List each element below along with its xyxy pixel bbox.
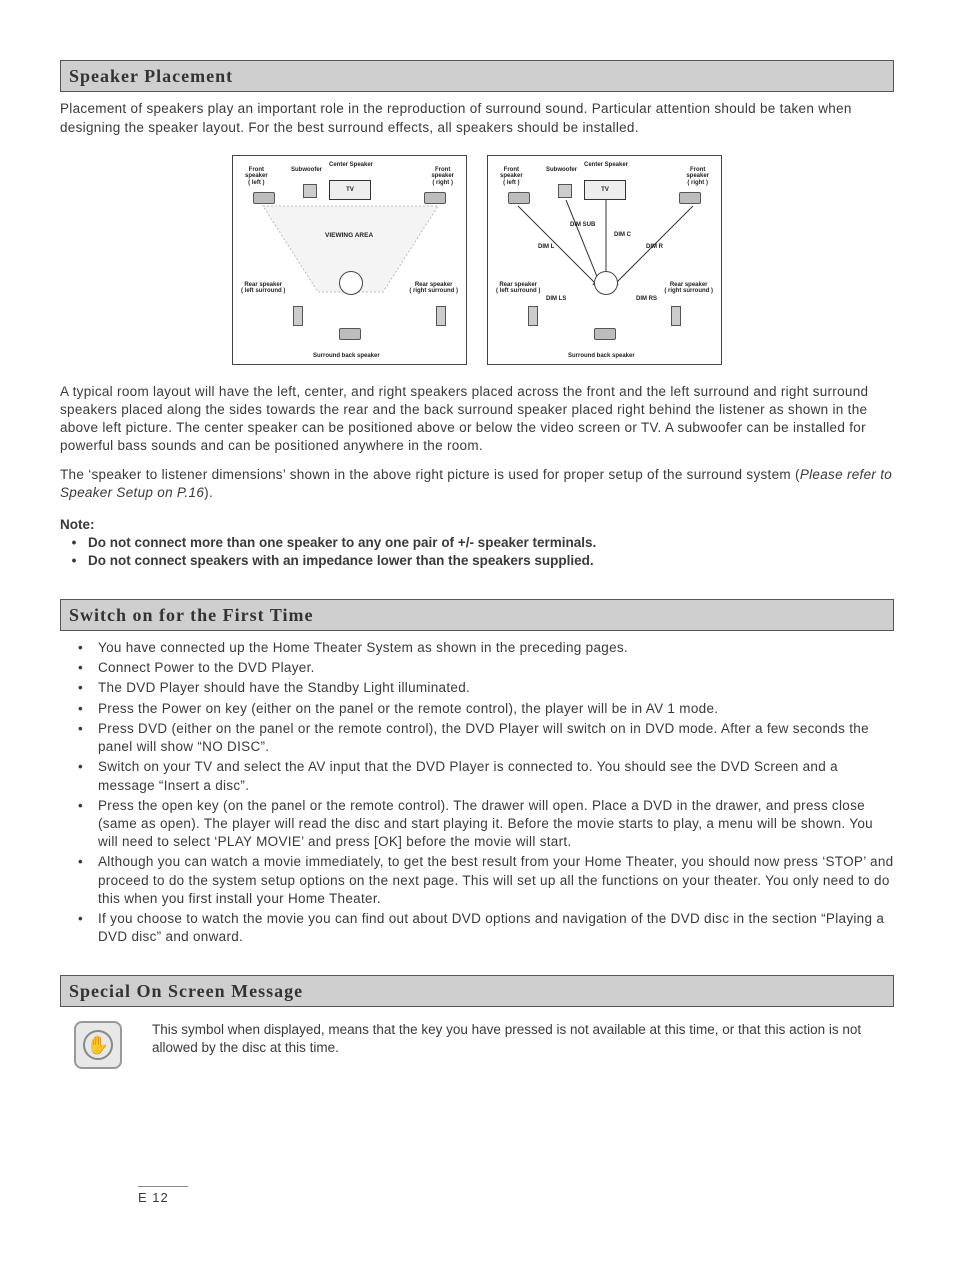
rear-right-speaker-icon xyxy=(436,306,446,326)
label-dim-sub: DIM SUB xyxy=(570,222,595,229)
list-item: Connect Power to the DVD Player. xyxy=(60,659,894,677)
label-rear-right: Rear speaker ( right surround ) xyxy=(409,282,458,295)
list-item: Switch on your TV and select the AV inpu… xyxy=(60,758,894,794)
list-item: If you choose to watch the movie you can… xyxy=(60,910,894,946)
tv-icon: TV xyxy=(329,180,371,200)
label-dim-r: DIM R xyxy=(646,244,663,251)
list-item: The DVD Player should have the Standby L… xyxy=(60,679,894,697)
note-block: Note: Do not connect more than one speak… xyxy=(60,516,894,571)
label-subwoofer: Subwoofer xyxy=(291,167,322,174)
label-viewing-area: VIEWING AREA xyxy=(325,232,373,239)
label-front-right: Front speaker ( right ) xyxy=(431,167,454,187)
note-list: Do not connect more than one speaker to … xyxy=(60,534,894,570)
rear-right-speaker-icon-r xyxy=(671,306,681,326)
label-center-speaker: Center Speaker xyxy=(329,162,373,169)
hand-stop-inner-icon: ✋ xyxy=(83,1030,113,1060)
first-time-list: You have connected up the Home Theater S… xyxy=(60,639,894,947)
special-row: ✋ This symbol when displayed, means that… xyxy=(60,1021,894,1069)
speaker-placement-para3: The ‘speaker to listener dimensions’ sho… xyxy=(60,466,894,502)
label-rear-left-r: Rear speaker ( left surround ) xyxy=(496,282,540,295)
label-dim-l: DIM L xyxy=(538,244,554,251)
label-subwoofer-r: Subwoofer xyxy=(546,167,577,174)
rear-left-speaker-icon-r xyxy=(528,306,538,326)
subwoofer-icon xyxy=(303,184,317,198)
listener-icon xyxy=(339,271,363,295)
label-surround-back: Surround back speaker xyxy=(313,353,380,360)
label-front-left: Front speaker ( left ) xyxy=(245,167,268,187)
list-item: Although you can watch a movie immediate… xyxy=(60,853,894,908)
diagram-viewing-area: Center Speaker Subwoofer Front speaker (… xyxy=(232,155,467,365)
note-label: Note: xyxy=(60,516,894,534)
section-header-special: Special On Screen Message xyxy=(60,975,894,1007)
list-item: Press DVD (either on the panel or the re… xyxy=(60,720,894,756)
label-rear-left: Rear speaker ( left surround ) xyxy=(241,282,285,295)
list-item: You have connected up the Home Theater S… xyxy=(60,639,894,657)
note-item: Do not connect speakers with an impedanc… xyxy=(60,552,894,570)
label-surround-back-r: Surround back speaker xyxy=(568,353,635,360)
label-front-right-r: Front speaker ( right ) xyxy=(686,167,709,187)
para3-post: ). xyxy=(204,485,213,500)
list-item: Press the open key (on the panel or the … xyxy=(60,797,894,852)
listener-icon-r xyxy=(594,271,618,295)
surround-back-speaker-icon xyxy=(339,328,361,340)
note-item: Do not connect more than one speaker to … xyxy=(60,534,894,552)
diagram-dimensions: Center Speaker Subwoofer Front speaker (… xyxy=(487,155,722,365)
diagram-row: Center Speaker Subwoofer Front speaker (… xyxy=(60,155,894,365)
special-text: This symbol when displayed, means that t… xyxy=(152,1021,894,1057)
label-dim-rs: DIM RS xyxy=(636,296,657,303)
label-rear-right-r: Rear speaker ( right surround ) xyxy=(664,282,713,295)
label-dim-c: DIM C xyxy=(614,232,631,239)
para3-pre: The ‘speaker to listener dimensions’ sho… xyxy=(60,467,800,482)
section-header-speaker-placement: Speaker Placement xyxy=(60,60,894,92)
label-center-speaker-r: Center Speaker xyxy=(584,162,628,169)
rear-left-speaker-icon xyxy=(293,306,303,326)
speaker-placement-para2: A typical room layout will have the left… xyxy=(60,383,894,456)
list-item: Press the Power on key (either on the pa… xyxy=(60,700,894,718)
section-header-first-time: Switch on for the First Time xyxy=(60,599,894,631)
speaker-placement-intro: Placement of speakers play an important … xyxy=(60,100,894,136)
label-front-left-r: Front speaker ( left ) xyxy=(500,167,523,187)
page-number: E 12 xyxy=(138,1186,188,1207)
hand-stop-icon: ✋ xyxy=(74,1021,122,1069)
label-dim-ls: DIM LS xyxy=(546,296,566,303)
surround-back-speaker-icon-r xyxy=(594,328,616,340)
